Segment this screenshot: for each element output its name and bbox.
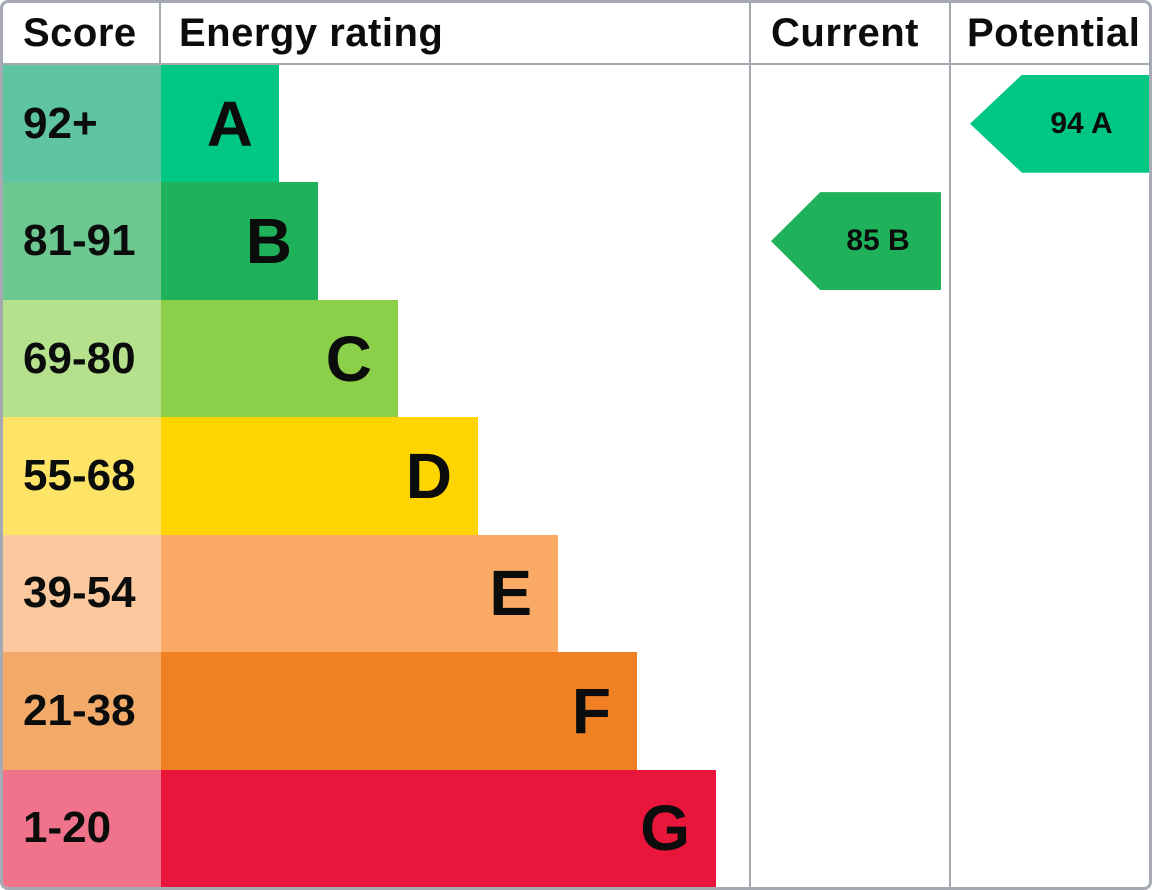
potential-cell: 94 A bbox=[949, 65, 1149, 183]
current-cell bbox=[749, 299, 949, 418]
band-bar: B bbox=[161, 182, 318, 300]
band-row: 81-91 B 85 B bbox=[3, 182, 1149, 300]
current-cell bbox=[749, 65, 949, 183]
band-bar: C bbox=[161, 299, 398, 418]
band-rows: 92+ A 94 A 81-91 B 85 B 69-80 C bbox=[3, 65, 1149, 887]
band-energy-cell: F bbox=[161, 652, 749, 770]
band-bar-letter: D bbox=[405, 439, 452, 512]
energy-rating-column-header: Energy rating bbox=[161, 3, 749, 63]
current-cell bbox=[749, 769, 949, 887]
current-rating-label: 85 B bbox=[846, 224, 910, 258]
band-bar-letter: C bbox=[325, 322, 372, 395]
energy-rating-header-label: Energy rating bbox=[179, 10, 444, 55]
band-score: 1-20 bbox=[3, 769, 161, 887]
band-score: 92+ bbox=[3, 65, 161, 183]
band-score-label: 1-20 bbox=[23, 803, 112, 853]
potential-cell bbox=[949, 417, 1149, 535]
band-bar-letter: B bbox=[245, 205, 292, 278]
band-bar-letter: F bbox=[571, 674, 611, 747]
band-bar: D bbox=[161, 417, 478, 535]
current-cell: 85 B bbox=[749, 182, 949, 300]
band-score-label: 21-38 bbox=[23, 685, 136, 735]
band-energy-cell: E bbox=[161, 534, 749, 653]
band-energy-cell: B bbox=[161, 182, 749, 300]
band-row: 55-68 D bbox=[3, 417, 1149, 535]
band-row: 39-54 E bbox=[3, 534, 1149, 653]
band-bar: G bbox=[161, 769, 716, 887]
potential-cell bbox=[949, 652, 1149, 770]
band-row: 92+ A 94 A bbox=[3, 65, 1149, 183]
potential-cell bbox=[949, 534, 1149, 653]
band-row: 1-20 G bbox=[3, 769, 1149, 887]
band-energy-cell: C bbox=[161, 299, 749, 418]
chart-header-row: Score Energy rating Current Potential bbox=[3, 3, 1149, 65]
current-cell bbox=[749, 417, 949, 535]
band-row: 69-80 C bbox=[3, 299, 1149, 418]
band-score-label: 55-68 bbox=[23, 450, 136, 500]
band-bar-letter: A bbox=[206, 87, 253, 160]
band-score-label: 39-54 bbox=[23, 568, 136, 618]
potential-cell bbox=[949, 182, 1149, 300]
band-energy-cell: G bbox=[161, 769, 749, 887]
band-bar: F bbox=[161, 652, 637, 770]
band-bar: A bbox=[161, 65, 279, 183]
band-energy-cell: A bbox=[161, 65, 749, 183]
potential-column-header: Potential bbox=[949, 3, 1149, 63]
band-score: 55-68 bbox=[3, 417, 161, 535]
current-header-label: Current bbox=[771, 10, 919, 55]
band-score: 69-80 bbox=[3, 299, 161, 418]
band-bar-letter: G bbox=[640, 792, 690, 865]
band-score-label: 81-91 bbox=[23, 216, 136, 266]
band-score: 39-54 bbox=[3, 534, 161, 653]
band-score: 21-38 bbox=[3, 652, 161, 770]
potential-cell bbox=[949, 769, 1149, 887]
band-score-label: 92+ bbox=[23, 98, 98, 148]
score-column-header: Score bbox=[3, 3, 161, 63]
score-header-label: Score bbox=[23, 10, 137, 55]
current-cell bbox=[749, 652, 949, 770]
band-score-label: 69-80 bbox=[23, 333, 136, 383]
band-energy-cell: D bbox=[161, 417, 749, 535]
potential-header-label: Potential bbox=[967, 10, 1141, 55]
current-rating-arrow: 85 B bbox=[771, 192, 941, 291]
potential-cell bbox=[949, 299, 1149, 418]
potential-rating-label: 94 A bbox=[1050, 106, 1113, 140]
band-bar-letter: E bbox=[489, 557, 532, 630]
potential-rating-arrow: 94 A bbox=[970, 74, 1149, 173]
current-column-header: Current bbox=[749, 3, 949, 63]
band-score: 81-91 bbox=[3, 182, 161, 300]
band-row: 21-38 F bbox=[3, 652, 1149, 770]
band-bar: E bbox=[161, 534, 558, 653]
current-cell bbox=[749, 534, 949, 653]
